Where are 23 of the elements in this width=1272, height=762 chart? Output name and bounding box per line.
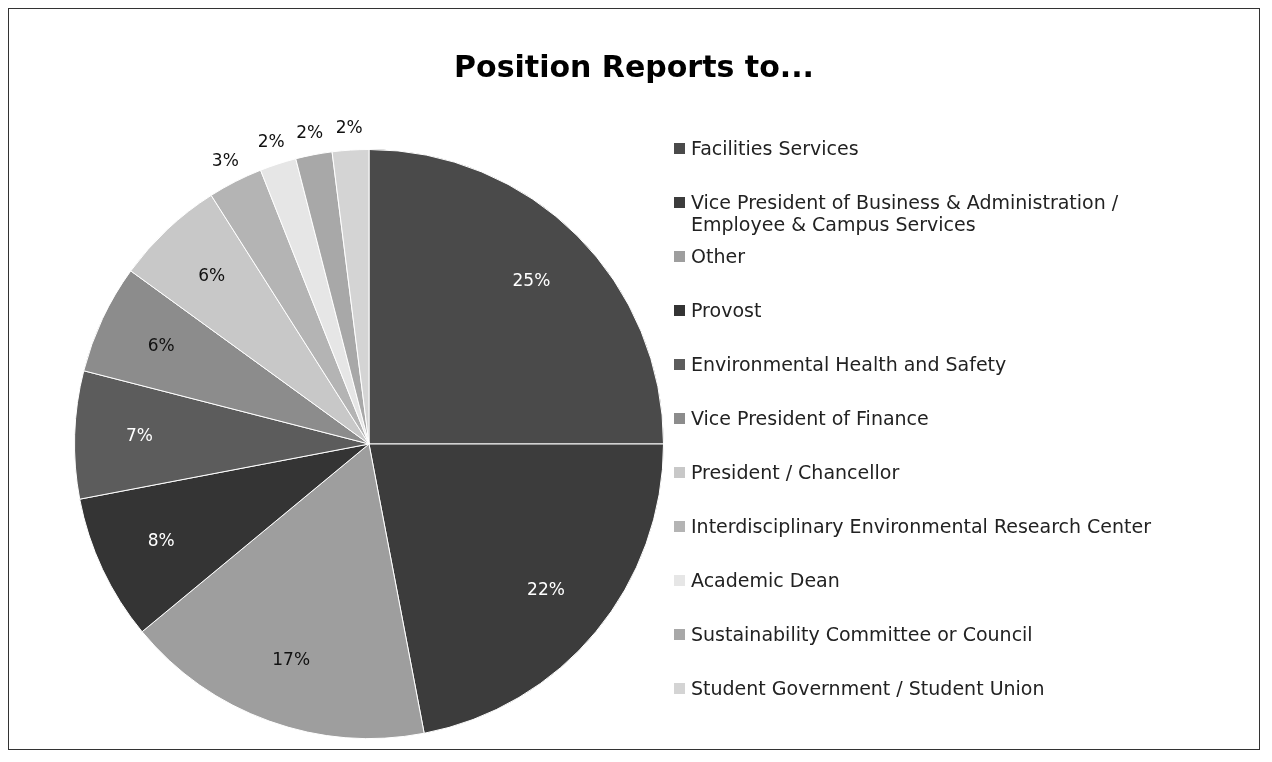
data-label: 3% — [211, 150, 239, 171]
data-label: 6% — [147, 334, 175, 355]
data-label: 25% — [512, 269, 551, 290]
legend-label: Student Government / Student Union — [691, 677, 1045, 699]
legend-label: Sustainability Committee or Council — [691, 623, 1033, 645]
legend-label: President / Chancellor — [691, 461, 900, 483]
data-label: 2% — [296, 121, 324, 142]
data-label: 8% — [147, 530, 175, 551]
data-label: 2% — [257, 131, 285, 152]
legend-label: Facilities Services — [691, 137, 859, 159]
data-label: 7% — [125, 425, 153, 446]
data-label: 6% — [198, 264, 226, 285]
data-label: 22% — [527, 578, 565, 599]
data-label: 17% — [272, 648, 311, 669]
legend-label: Vice President of Business & Administration / Employee & Campus Services — [691, 191, 1120, 235]
legend-label: Vice President of Finance — [691, 407, 929, 429]
data-label: 2% — [335, 116, 363, 137]
legend-label: Environmental Health and Safety — [691, 353, 1007, 375]
legend-label: Interdisciplinary Environmental Research Center — [691, 515, 1152, 537]
legend-label: Provost — [691, 299, 762, 321]
legend-label: Other — [691, 245, 745, 267]
chart-title: Position Reports to... — [453, 49, 815, 84]
legend-label: Academic Dean — [691, 569, 840, 591]
